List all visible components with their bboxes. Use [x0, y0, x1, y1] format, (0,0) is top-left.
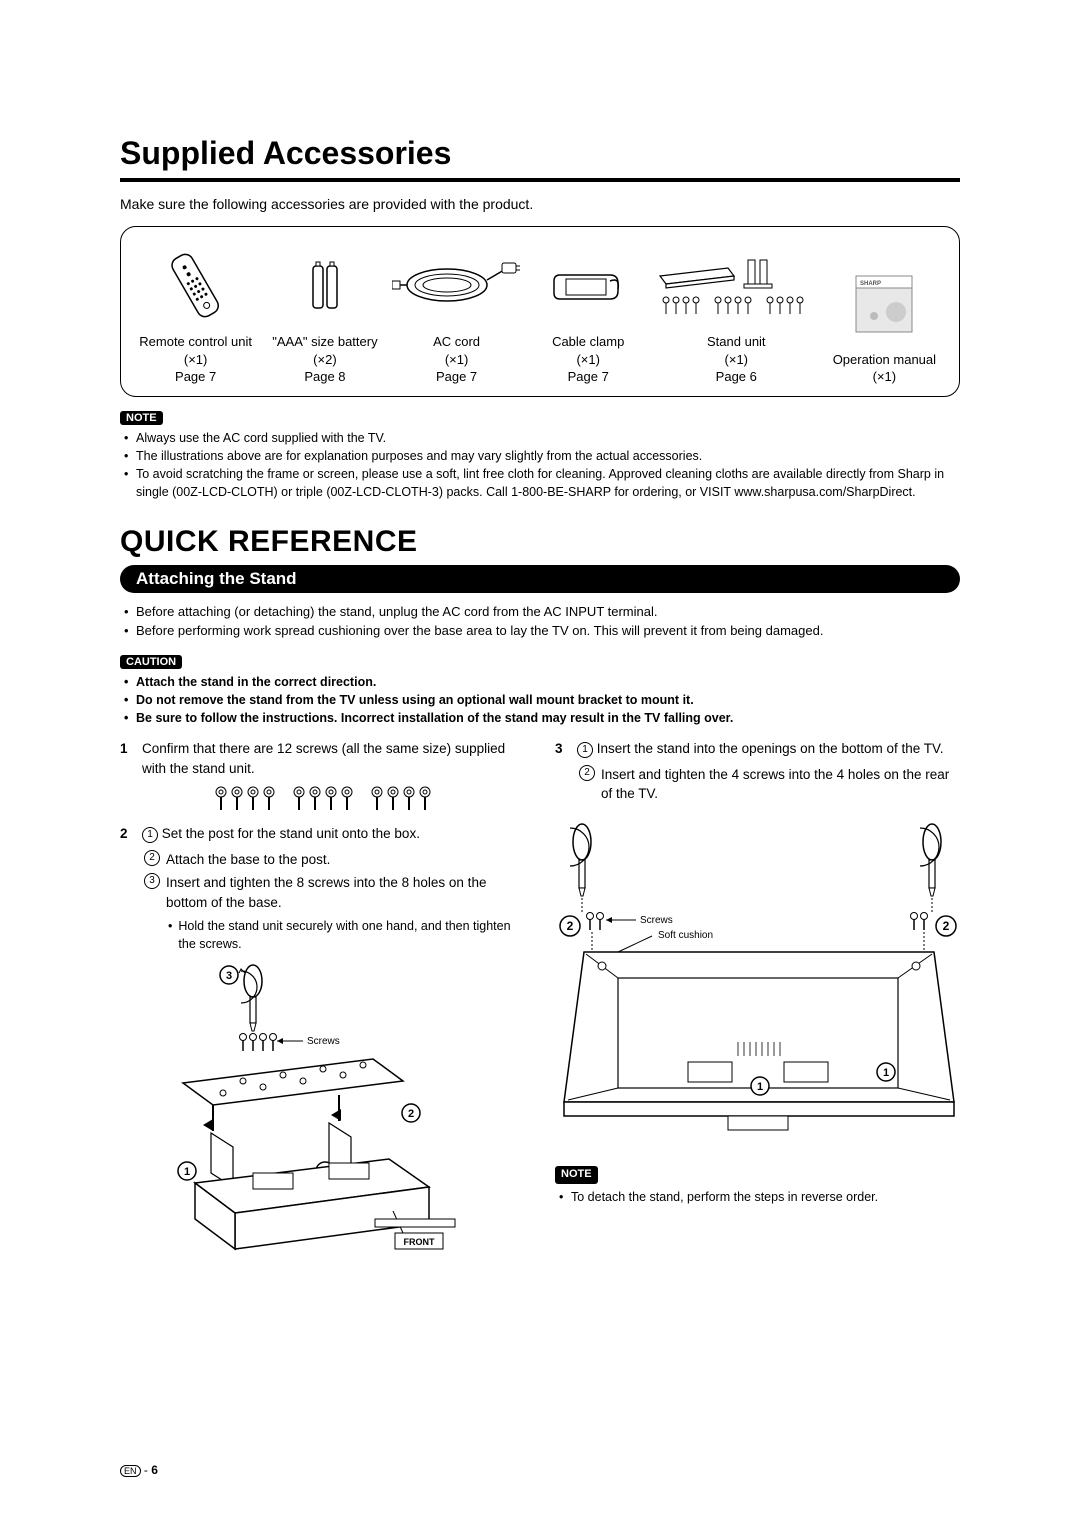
- note-item: The illustrations above are for explanat…: [124, 447, 960, 465]
- svg-text:1: 1: [882, 1067, 888, 1079]
- note-badge: NOTE: [120, 411, 163, 425]
- accessory-page: Page 7: [436, 369, 477, 384]
- step-text: Confirm that there are 12 screws (all th…: [142, 739, 525, 778]
- svg-text:2: 2: [407, 1108, 413, 1120]
- diagram-label-screws: Screws: [640, 915, 673, 926]
- svg-text:1: 1: [183, 1166, 189, 1178]
- accessory-page: Page 6: [716, 369, 757, 384]
- note-badge: NOTE: [555, 1166, 598, 1184]
- substep-circle-2: 2: [579, 765, 595, 781]
- pre-item: Before attaching (or detaching) the stan…: [124, 603, 960, 622]
- cautions-list: Attach the stand in the correct directio…: [120, 673, 960, 727]
- instructions-columns: 1 Confirm that there are 12 screws (all …: [120, 739, 960, 1263]
- substep-circle-3: 3: [144, 873, 160, 889]
- accessory-name: Remote control unit: [139, 334, 252, 349]
- section-header-attaching-stand: Attaching the Stand: [120, 565, 960, 593]
- substep-text: Insert and tighten the 8 screws into the…: [166, 873, 525, 912]
- diagram-label-screws: Screws: [307, 1036, 340, 1047]
- substep-3-2: 2 Insert and tighten the 4 screws into t…: [555, 765, 960, 804]
- screws-illustration: [120, 786, 525, 812]
- accessory-page: Page 7: [175, 369, 216, 384]
- substep-circle-1: 1: [577, 742, 593, 758]
- note-item: To avoid scratching the frame or screen,…: [124, 465, 960, 501]
- accessory-qty: (×1): [725, 352, 748, 367]
- accessory-ac-cord: AC cord (×1) Page 7: [392, 245, 522, 386]
- attach-pre-list: Before attaching (or detaching) the stan…: [120, 603, 960, 641]
- accessory-remote: Remote control unit (×1) Page 7: [133, 245, 258, 386]
- accessory-cable-clamp: Cable clamp (×1) Page 7: [526, 245, 651, 386]
- manual-icon: SHARP: [822, 263, 947, 343]
- step-2: 2 1 Set the post for the stand unit onto…: [120, 824, 525, 844]
- accessory-page: Page 7: [568, 369, 609, 384]
- substep-2-3: 3 Insert and tighten the 8 screws into t…: [120, 873, 525, 912]
- heading-quick-reference: QUICK REFERENCE: [120, 525, 960, 559]
- note-item: Always use the AC cord supplied with the…: [124, 429, 960, 447]
- notes-list: Always use the AC cord supplied with the…: [120, 429, 960, 502]
- substep-note: Hold the stand unit securely with one ha…: [120, 917, 525, 953]
- lang-badge: EN: [120, 1465, 141, 1477]
- accessory-name: Operation manual: [833, 352, 936, 367]
- substep-2-2: 2 Attach the base to the post.: [120, 850, 525, 870]
- accessory-name: "AAA" size battery: [272, 334, 377, 349]
- left-column: 1 Confirm that there are 12 screws (all …: [120, 739, 525, 1263]
- diagram-label-front: FRONT: [403, 1237, 434, 1247]
- caution-badge: CAUTION: [120, 655, 182, 669]
- page-number: 6: [151, 1463, 158, 1477]
- cable-clamp-icon: [526, 245, 651, 325]
- accessory-name: Stand unit: [707, 334, 766, 349]
- step-number: 2: [120, 824, 134, 844]
- accessory-stand: Stand unit (×1) Page 6: [655, 245, 818, 386]
- substep-text: Set the post for the stand unit onto the…: [162, 826, 420, 841]
- battery-icon: [262, 245, 387, 325]
- caution-item: Do not remove the stand from the TV unle…: [124, 691, 960, 709]
- accessory-qty: (×2): [313, 352, 336, 367]
- svg-text:3: 3: [225, 970, 231, 982]
- tv-rear-diagram: 2 2 Screws Soft cushion: [555, 822, 960, 1152]
- step-1: 1 Confirm that there are 12 screws (all …: [120, 739, 525, 778]
- page-footer: EN - 6: [120, 1463, 158, 1477]
- svg-text:2: 2: [942, 919, 949, 933]
- accessory-name: AC cord: [433, 334, 480, 349]
- accessory-qty: (×1): [445, 352, 468, 367]
- remote-icon: [133, 245, 258, 325]
- substep-text: Attach the base to the post.: [166, 850, 330, 870]
- substep-text: Insert the stand into the openings on th…: [597, 741, 944, 756]
- step-3: 3 1 Insert the stand into the openings o…: [555, 739, 960, 759]
- intro-text: Make sure the following accessories are …: [120, 196, 960, 212]
- heading-supplied-accessories: Supplied Accessories: [120, 135, 960, 172]
- substep-circle-2: 2: [144, 850, 160, 866]
- step-number: 3: [555, 739, 569, 759]
- diagram-label-cushion: Soft cushion: [658, 930, 713, 941]
- svg-text:1: 1: [756, 1081, 762, 1093]
- accessory-name: Cable clamp: [552, 334, 624, 349]
- stand-assembly-diagram: 3 Screws 2: [120, 963, 525, 1263]
- svg-text:SHARP: SHARP: [860, 281, 881, 287]
- svg-text:2: 2: [566, 919, 573, 933]
- stand-icon: [655, 245, 818, 325]
- substep-circle-1: 1: [142, 827, 158, 843]
- caution-item: Be sure to follow the instructions. Inco…: [124, 709, 960, 727]
- note-item: To detach the stand, perform the steps i…: [559, 1188, 960, 1206]
- accessories-box: Remote control unit (×1) Page 7 "AAA" si…: [120, 226, 960, 397]
- accessory-qty: (×1): [184, 352, 207, 367]
- accessory-qty: (×1): [576, 352, 599, 367]
- accessory-qty: (×1): [873, 369, 896, 384]
- accessory-page: Page 8: [304, 369, 345, 384]
- substep-text: Insert and tighten the 4 screws into the…: [601, 765, 960, 804]
- heading-rule: [120, 178, 960, 182]
- accessory-battery: "AAA" size battery (×2) Page 8: [262, 245, 387, 386]
- pre-item: Before performing work spread cushioning…: [124, 622, 960, 641]
- caution-item: Attach the stand in the correct directio…: [124, 673, 960, 691]
- right-note-list: To detach the stand, perform the steps i…: [555, 1188, 960, 1206]
- right-column: 3 1 Insert the stand into the openings o…: [555, 739, 960, 1263]
- step-number: 1: [120, 739, 134, 778]
- accessory-manual: SHARP Operation manual (×1): [822, 263, 947, 386]
- footer-sep: -: [141, 1463, 152, 1477]
- ac-cord-icon: [392, 245, 522, 325]
